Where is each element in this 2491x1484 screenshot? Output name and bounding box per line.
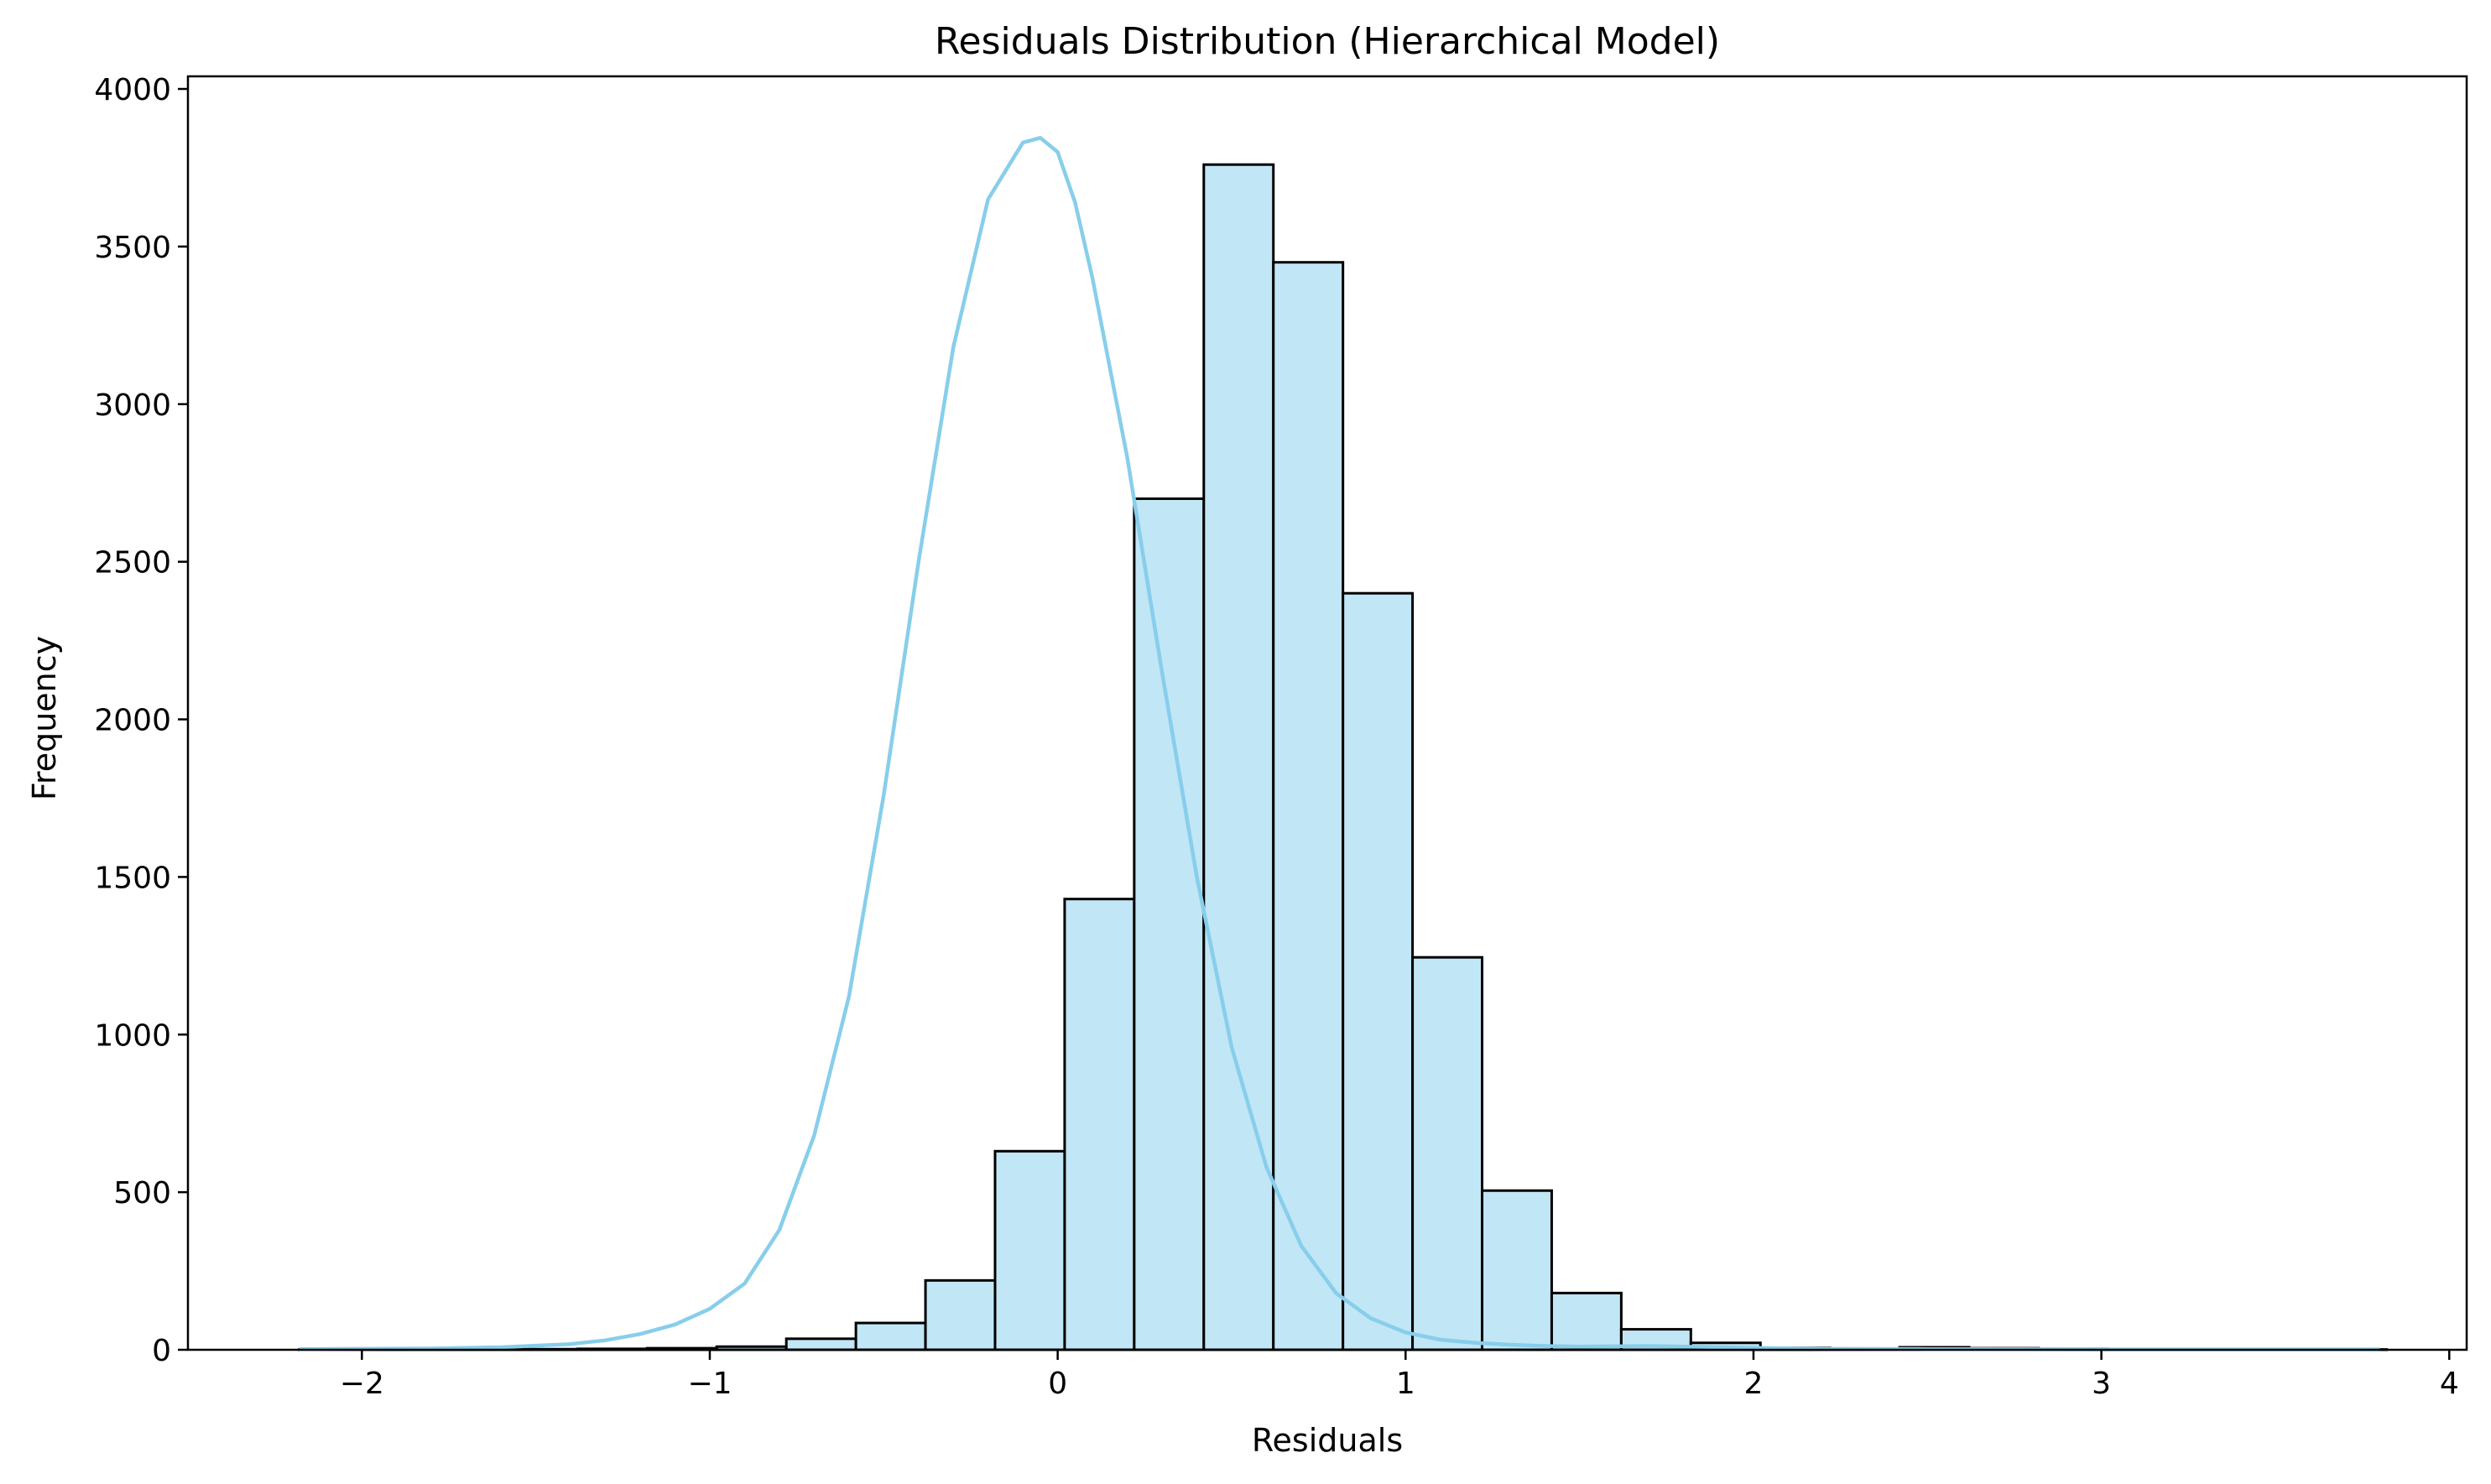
histogram-bar <box>1481 1189 1553 1351</box>
x-tick-label: −1 <box>687 1367 732 1401</box>
y-tick-label: 2000 <box>94 704 171 738</box>
histogram-bar <box>1550 1291 1623 1351</box>
y-tick-label: 0 <box>152 1334 171 1368</box>
chart-title: Residuals Distribution (Hierarchical Mod… <box>935 20 1720 63</box>
y-tick-label: 1500 <box>94 861 171 895</box>
x-axis-ticks: −2 −1 0 1 2 3 4 <box>340 1350 2459 1401</box>
y-tick-label: 4000 <box>94 73 171 107</box>
x-tick-label: 0 <box>1048 1367 1067 1401</box>
plot-frame <box>186 75 2468 1351</box>
kde-curve <box>299 136 2380 1351</box>
histogram-bars <box>298 163 2389 1351</box>
y-tick-label: 1000 <box>94 1018 171 1053</box>
x-tick-label: 4 <box>2440 1367 2459 1401</box>
histogram-bar <box>1411 955 1484 1351</box>
histogram-bar <box>993 1149 1066 1351</box>
x-axis-label: Residuals <box>1252 1422 1403 1459</box>
y-axis-label: Frequency <box>26 636 63 800</box>
y-axis-ticks: 0 500 1000 1500 2000 2500 3000 3500 4000 <box>94 73 188 1368</box>
y-tick-label: 3500 <box>94 231 171 265</box>
y-tick-label: 3000 <box>94 388 171 423</box>
y-tick-label: 2500 <box>94 546 171 581</box>
x-tick-label: 2 <box>1744 1367 1764 1401</box>
x-tick-label: 3 <box>2092 1367 2111 1401</box>
histogram-bar <box>1133 497 1206 1351</box>
histogram-bar <box>1272 261 1345 1351</box>
histogram-bar <box>1063 898 1136 1351</box>
histogram-bar <box>1202 163 1275 1351</box>
histogram-bar <box>924 1278 997 1351</box>
x-tick-label: 1 <box>1396 1367 1415 1401</box>
histogram-bar <box>784 1337 857 1351</box>
histogram-bar <box>1342 591 1415 1351</box>
histogram-bar <box>854 1321 927 1351</box>
x-tick-label: −2 <box>340 1367 384 1401</box>
y-tick-label: 500 <box>113 1176 171 1211</box>
